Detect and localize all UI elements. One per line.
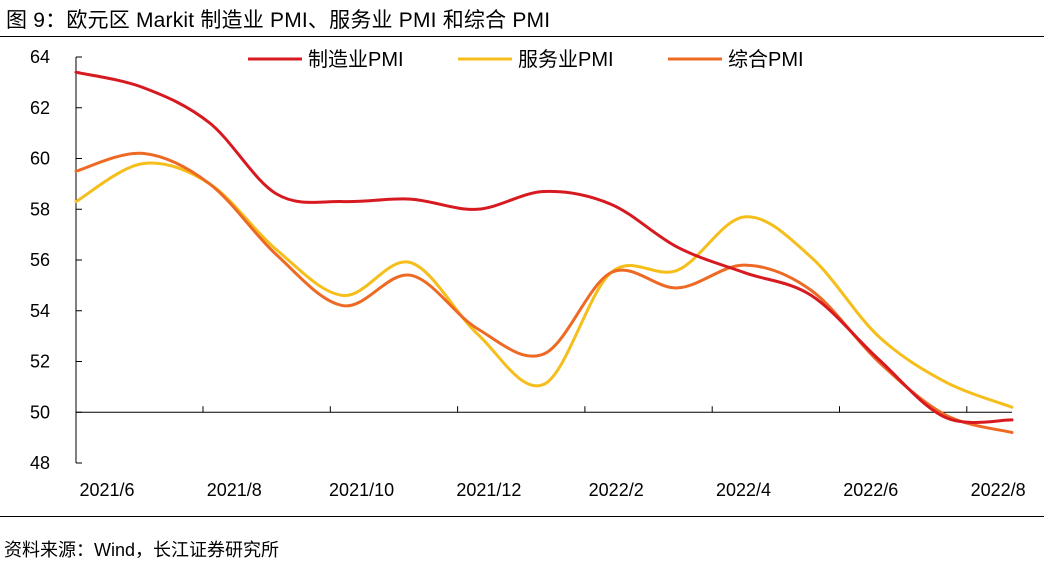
- y-tick-label: 64: [30, 47, 50, 67]
- y-tick-label: 50: [30, 402, 50, 422]
- series-layer: [74, 70, 1014, 434]
- bottom-divider: [0, 516, 1044, 517]
- chart-title: 图 9：欧元区 Markit 制造业 PMI、服务业 PMI 和综合 PMI: [6, 9, 551, 32]
- y-tick-label: 48: [30, 453, 50, 473]
- y-tick-label: 52: [30, 352, 50, 372]
- pmi-line-chart: 48 50 52 54 56 58 60 62 64 2021/6 2021/8 2021/10 202…: [30, 47, 1026, 500]
- legend-composite-label: 综合PMI: [728, 48, 804, 71]
- x-tick-label: 2022/4: [716, 480, 771, 500]
- y-tick-label: 54: [30, 301, 50, 321]
- x-tick-label: 2021/12: [456, 480, 521, 500]
- axes: 48 50 52 54 56 58 60 62 64 2021/6 2021/8 2021/10 202…: [30, 47, 1026, 500]
- series-line-manufacturing: [74, 70, 1014, 424]
- x-tick-label: 2021/8: [207, 480, 262, 500]
- x-tick-label: 2022/8: [971, 480, 1026, 500]
- x-tick-label: 2022/2: [589, 480, 644, 500]
- legend: 制造业PMI 服务业PMI 综合PMI: [248, 48, 804, 71]
- x-tick-label: 2021/6: [79, 480, 134, 500]
- series-line-composite: [74, 151, 1014, 434]
- legend-services-label: 服务业PMI: [518, 48, 614, 71]
- y-tick-label: 62: [30, 98, 50, 118]
- source-note: 资料来源：Wind，长江证券研究所: [4, 540, 280, 560]
- x-tick-label: 2022/6: [843, 480, 898, 500]
- series-line-services: [74, 161, 1014, 409]
- y-tick-label: 58: [30, 199, 50, 219]
- legend-manufacturing-label: 制造业PMI: [308, 48, 404, 71]
- y-tick-label: 56: [30, 250, 50, 270]
- top-divider: [0, 36, 1044, 37]
- x-tick-label: 2021/10: [329, 480, 394, 500]
- y-tick-label: 60: [30, 149, 50, 169]
